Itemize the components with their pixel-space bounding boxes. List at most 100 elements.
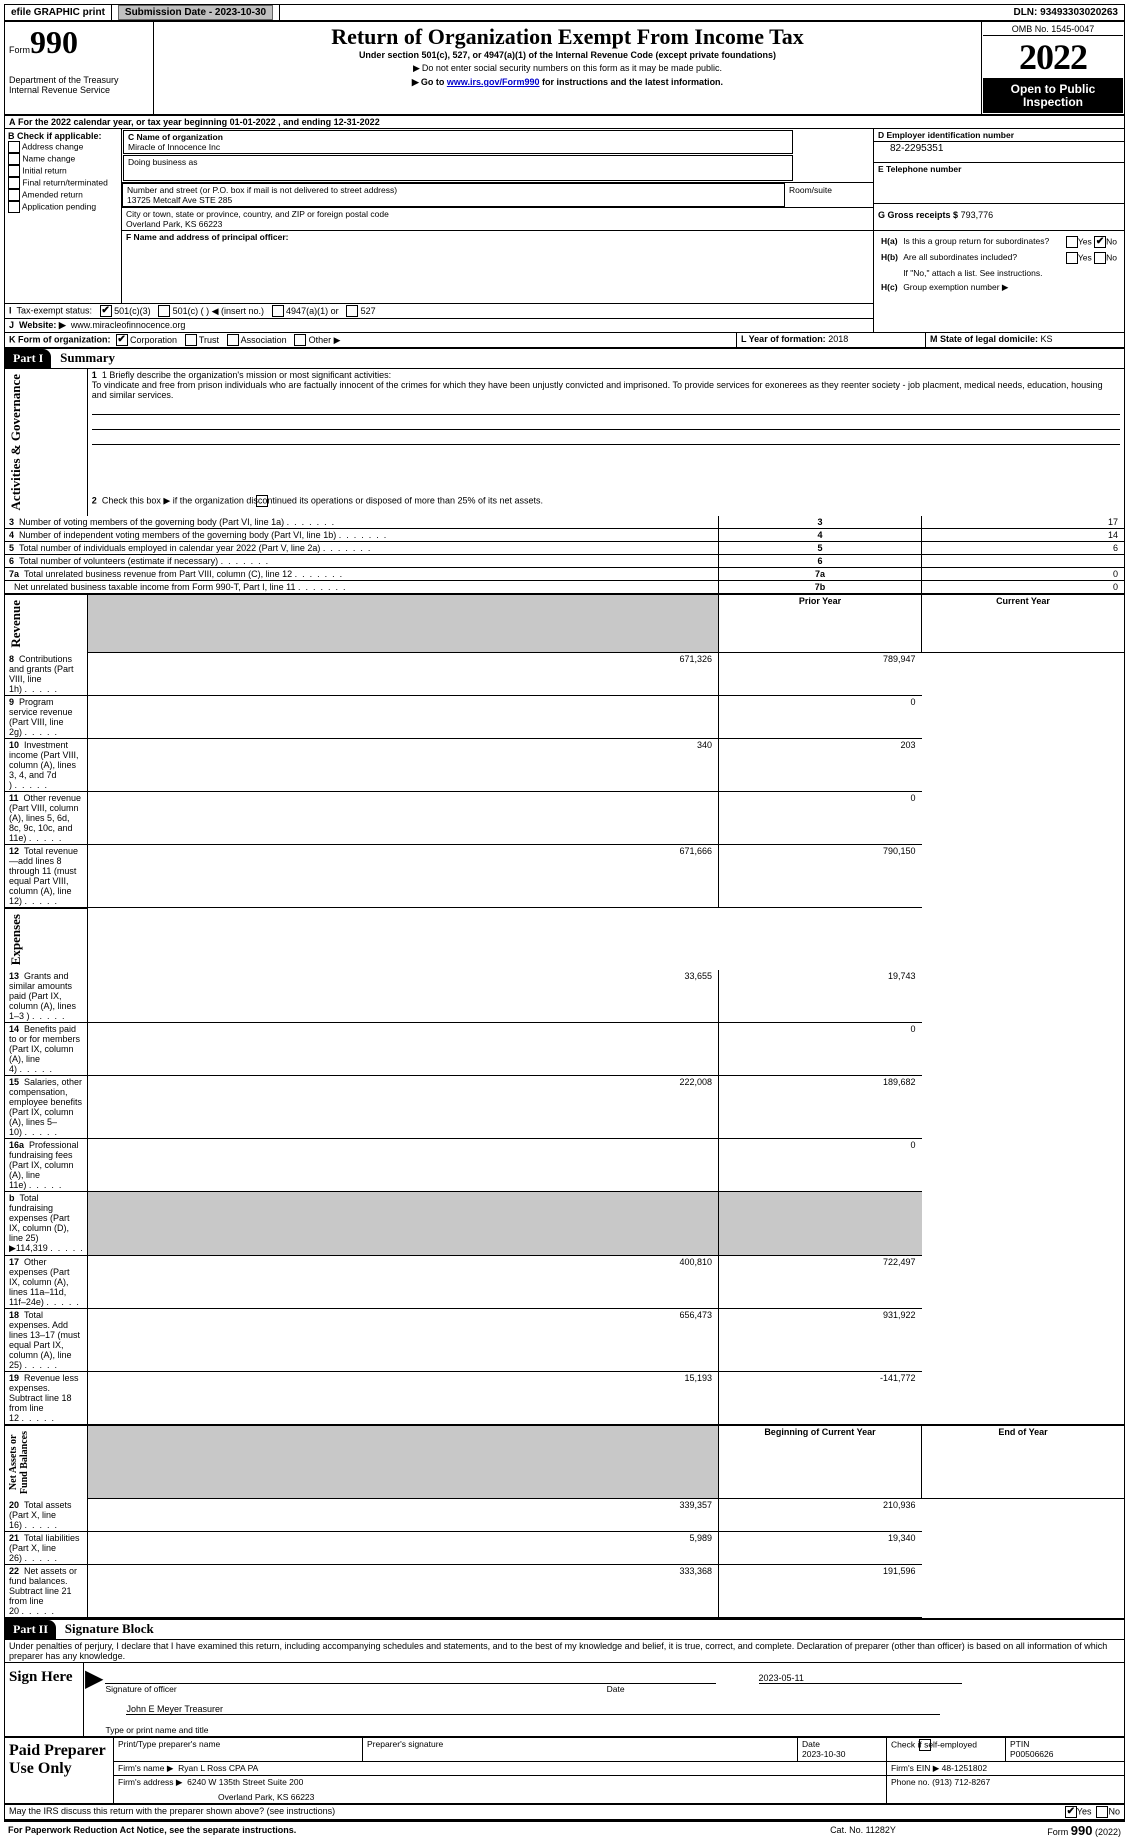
current-value: 0 (719, 1138, 922, 1191)
prior-value: 15,193 (87, 1371, 718, 1425)
k-opt-checkbox[interactable] (185, 334, 197, 346)
line-text: 10 Investment income (Part VIII, column … (5, 738, 87, 791)
may-irs-yes-checkbox[interactable] (1065, 1806, 1077, 1818)
ein-value: 82-2295351 (874, 142, 1124, 163)
part-i-title: Summary (54, 350, 115, 365)
line-text: 14 Benefits paid to or for members (Part… (5, 1022, 87, 1075)
side-expenses: Expenses (6, 910, 26, 969)
ha-yes-checkbox[interactable] (1066, 236, 1078, 248)
form-title: Return of Organization Exempt From Incom… (160, 24, 975, 50)
firm-phone: (913) 712-8267 (932, 1777, 990, 1787)
line-text: 18 Total expenses. Add lines 13–17 (must… (5, 1308, 87, 1371)
cat-no: Cat. No. 11282Y (769, 1821, 957, 1839)
dba-label: Doing business as (128, 157, 788, 167)
k-opt-checkbox[interactable] (294, 334, 306, 346)
irs-link[interactable]: www.irs.gov/Form990 (447, 77, 540, 87)
line-value: 0 (922, 567, 1125, 580)
line-text: 15 Salaries, other compensation, employe… (5, 1075, 87, 1138)
line-text: 13 Grants and similar amounts paid (Part… (5, 970, 87, 1023)
may-irs-no-checkbox[interactable] (1096, 1806, 1108, 1818)
c-name-label: C Name of organization (128, 132, 788, 142)
prior-value: 340 (87, 738, 718, 791)
phone-value (874, 175, 1124, 204)
current-value: 19,743 (719, 970, 922, 1023)
i-opt-checkbox[interactable] (100, 305, 112, 317)
current-value: 0 (719, 1022, 922, 1075)
mission-text: To vindicate and free from prison indivi… (92, 380, 1120, 400)
submission-date-button[interactable]: Submission Date - 2023-10-30 (118, 5, 273, 20)
row-A: A For the 2022 calendar year, or tax yea… (5, 115, 1125, 129)
addr-label: Number and street (or P.O. box if mail i… (127, 185, 780, 195)
line-text: 9 Program service revenue (Part VIII, li… (5, 695, 87, 738)
prior-value: 5,989 (87, 1531, 718, 1564)
line-value: 17 (922, 516, 1125, 529)
b-checkbox[interactable] (8, 177, 20, 189)
current-value: 19,340 (719, 1531, 922, 1564)
form-label: Form (9, 45, 30, 55)
i-opt-checkbox[interactable] (272, 305, 284, 317)
section-H: H(a)Is this a group return for subordina… (878, 233, 1120, 296)
footer: For Paperwork Reduction Act Notice, see … (4, 1820, 1125, 1839)
current-value: 210,936 (719, 1499, 922, 1532)
website: www.miracleofinnocence.org (71, 320, 186, 330)
k-opt-checkbox[interactable] (227, 334, 239, 346)
b-checkbox[interactable] (8, 189, 20, 201)
line-text: 7a Total unrelated business revenue from… (5, 567, 719, 580)
line-text: 8 Contributions and grants (Part VIII, l… (5, 653, 87, 696)
line-text: 11 Other revenue (Part VIII, column (A),… (5, 791, 87, 844)
prior-value (87, 1191, 718, 1255)
prior-value (87, 1138, 718, 1191)
firm-addr2: Overland Park, KS 66223 (218, 1792, 882, 1802)
year-formation: 2018 (828, 334, 848, 344)
form-main-table: Form990 Department of the Treasury Inter… (4, 21, 1125, 1820)
paid-preparer-block: Paid Preparer Use Only Print/Type prepar… (5, 1738, 1124, 1803)
i-opt-checkbox[interactable] (346, 305, 358, 317)
line-text: 21 Total liabilities (Part X, line 26) .… (5, 1531, 87, 1564)
goto-pre: Go to (421, 77, 447, 87)
b-checkbox[interactable] (8, 153, 20, 165)
prior-value: 671,666 (87, 844, 718, 908)
city-label: City or town, state or province, country… (126, 209, 869, 219)
current-value: 203 (719, 738, 922, 791)
section-F: F Name and address of principal officer: (122, 231, 874, 304)
line-text: 19 Revenue less expenses. Subtract line … (5, 1371, 87, 1425)
line-label: 4 (719, 528, 922, 541)
gross-receipts: 793,776 (961, 210, 994, 220)
arrow-icon (412, 77, 421, 87)
prior-value: 333,368 (87, 1564, 718, 1617)
sign-here-block: Sign Here ▶ 2023-05-11 Signature of offi… (5, 1663, 1124, 1736)
line-text: Net unrelated business taxable income fr… (5, 580, 719, 594)
k-opt-checkbox[interactable] (116, 334, 128, 346)
line-text: 16a Professional fundraising fees (Part … (5, 1138, 87, 1191)
efile-label: efile GRAPHIC print (5, 5, 112, 20)
self-employed-checkbox[interactable] (919, 1739, 931, 1751)
prior-value: 671,326 (87, 653, 718, 696)
sign-here-label: Sign Here (5, 1663, 84, 1736)
line-text: 22 Net assets or fund balances. Subtract… (5, 1564, 87, 1617)
b-checkbox[interactable] (8, 201, 20, 213)
section-B: B Check if applicable: Address change Na… (5, 129, 122, 304)
open-to-public: Open to Public Inspection (983, 79, 1123, 113)
org-name: Miracle of Innocence Inc (128, 142, 788, 152)
state-domicile: KS (1041, 334, 1053, 344)
i-opt-checkbox[interactable] (158, 305, 170, 317)
line-text: 3 Number of voting members of the govern… (5, 516, 719, 529)
prior-value: 339,357 (87, 1499, 718, 1532)
line-text: 5 Total number of individuals employed i… (5, 541, 719, 554)
prior-value: 222,008 (87, 1075, 718, 1138)
col-begin: Beginning of Current Year (719, 1425, 922, 1499)
hb-yes-checkbox[interactable] (1066, 252, 1078, 264)
q2-checkbox[interactable] (256, 495, 268, 507)
b-checkbox[interactable] (8, 165, 20, 177)
current-value: 0 (719, 791, 922, 844)
part-i-table: Activities & Governance 1 1 Briefly desc… (5, 369, 1124, 1618)
line-label: 5 (719, 541, 922, 554)
e-label: E Telephone number (874, 163, 1124, 175)
tax-year: 2022 (983, 36, 1123, 79)
ha-no-checkbox[interactable] (1094, 236, 1106, 248)
b-checkbox[interactable] (8, 141, 20, 153)
prior-value (87, 1022, 718, 1075)
hb-no-checkbox[interactable] (1094, 252, 1106, 264)
current-value (719, 1191, 922, 1255)
line-value: 14 (922, 528, 1125, 541)
